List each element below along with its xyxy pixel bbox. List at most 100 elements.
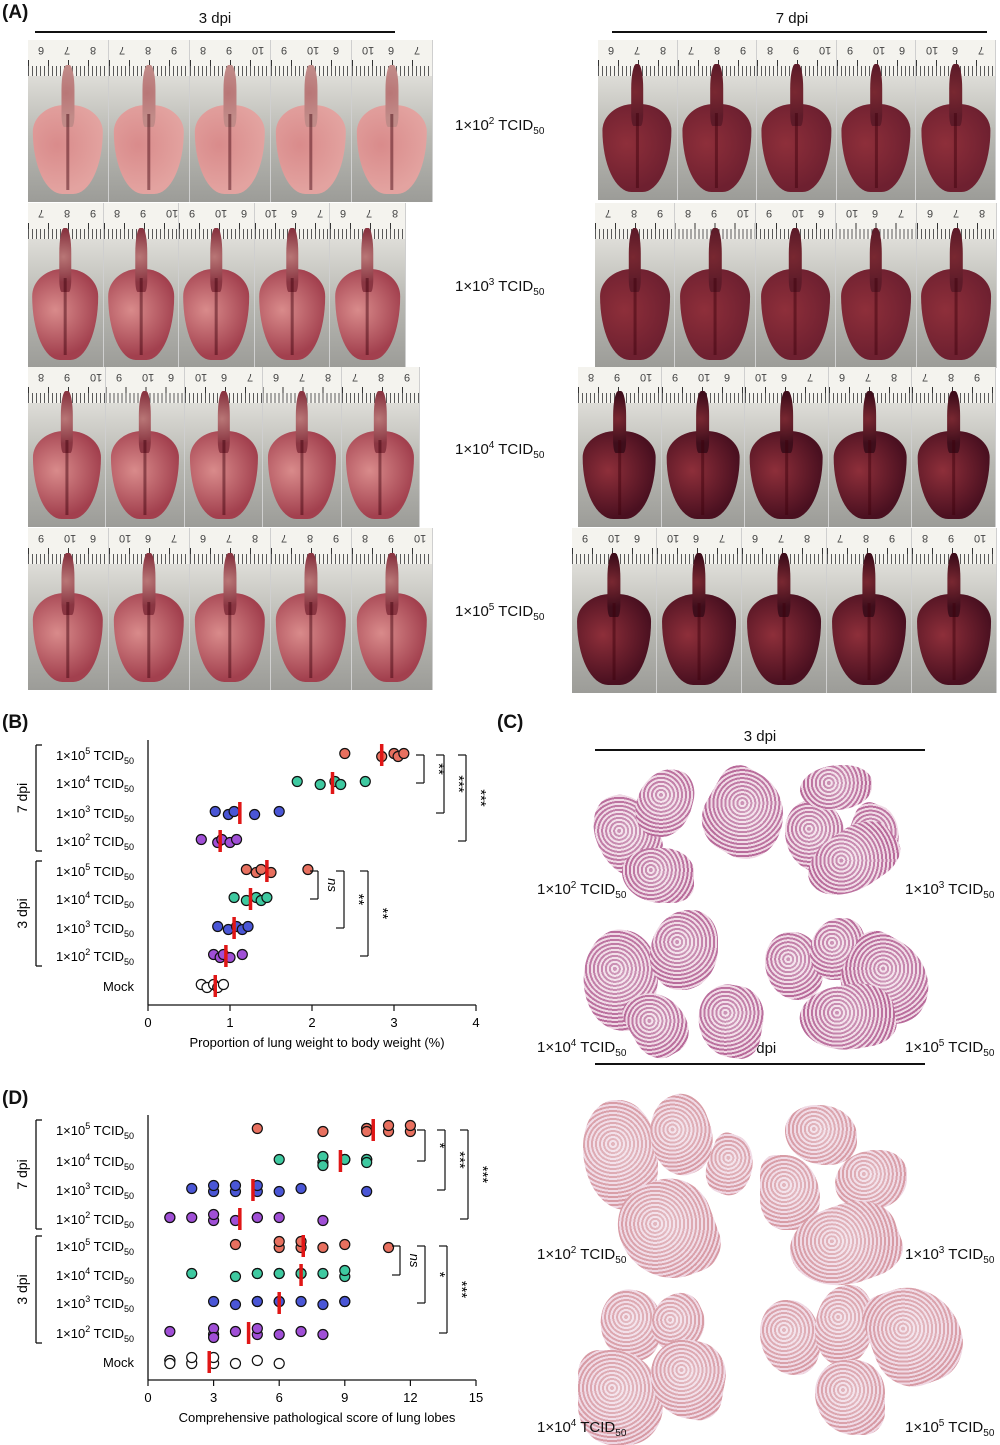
data-point xyxy=(251,1322,263,1335)
ruler-number: 7 xyxy=(922,371,929,383)
photo-row-7dpi-3: 9 10 6 10 6 7 6 7 8 7 8 9 8 9 10 xyxy=(572,528,997,693)
data-point xyxy=(339,1264,351,1277)
ruler-number: 7 xyxy=(898,207,905,219)
significance-label: ns xyxy=(407,1254,422,1268)
x-axis-label: Proportion of lung weight to body weight… xyxy=(189,1035,444,1050)
panel-c-header-line-3dpi xyxy=(595,749,925,751)
data-point xyxy=(361,1156,373,1169)
significance-label: *** xyxy=(451,1151,468,1169)
ruler-number: 8 xyxy=(660,44,667,56)
lung-specimen-photo: 7 8 9 xyxy=(827,528,912,693)
lung-specimen xyxy=(582,431,656,519)
data-point xyxy=(382,1119,395,1132)
ruler-number: 6 xyxy=(781,371,788,383)
ruler-number: 6 xyxy=(926,207,933,219)
data-point xyxy=(302,863,314,876)
lung-specimen xyxy=(680,269,751,360)
ruler-number: 7 xyxy=(281,532,288,544)
lung-specimen xyxy=(346,431,415,519)
data-point xyxy=(186,1267,198,1280)
lung-specimen xyxy=(917,594,991,685)
data-point xyxy=(261,891,273,904)
ruler: 6 7 8 xyxy=(916,203,997,239)
lung-specimen xyxy=(602,104,672,192)
lung-specimen xyxy=(666,431,740,519)
ruler: 9 10 6 xyxy=(661,367,745,403)
significance-label: *** xyxy=(474,1166,491,1184)
photo-row-3dpi-3: 9 10 6 10 6 7 6 7 8 7 8 9 8 9 10 xyxy=(28,528,433,690)
lung-specimen-photo: 9 10 6 xyxy=(661,367,746,527)
ruler-number: 8 xyxy=(922,532,929,544)
data-point xyxy=(251,1354,263,1367)
ruler: 8 9 10 xyxy=(578,367,661,403)
row-label: 1×103 TCID50 xyxy=(56,804,134,824)
ruler: 6 7 8 xyxy=(598,40,677,76)
ruler-number: 6 xyxy=(608,44,615,56)
ruler-number: 8 xyxy=(804,532,811,544)
lung-specimen-photo: 8 9 10 xyxy=(103,203,180,368)
panel-c-dose-7dpi-1e5: 1×105 TCID50 xyxy=(905,1418,995,1439)
data-point xyxy=(361,1185,373,1198)
x-tick-label: 1 xyxy=(226,1015,233,1030)
ruler-number: 7 xyxy=(316,207,323,219)
data-point xyxy=(208,1179,220,1192)
data-point xyxy=(273,1211,285,1224)
data-point xyxy=(317,1267,329,1280)
lung-specimen xyxy=(108,269,174,360)
ruler-number: 8 xyxy=(767,44,774,56)
ruler: 8 9 10 xyxy=(912,528,996,564)
panel-c-label: (C) xyxy=(497,712,524,733)
data-point xyxy=(229,1238,242,1251)
ruler-number: 6 xyxy=(752,532,759,544)
ruler-number: 7 xyxy=(171,532,178,544)
ruler-number: 7 xyxy=(837,532,844,544)
ruler-number: 8 xyxy=(307,532,314,544)
ruler-number: 9 xyxy=(711,207,718,219)
photo-row-3dpi-2: 8 9 10 9 10 6 10 6 7 6 7 8 7 8 9 xyxy=(28,367,420,527)
data-point xyxy=(314,778,326,791)
lung-specimen-photo: 10 6 7 xyxy=(745,367,829,527)
histology-3dpi-lobe-section xyxy=(800,765,872,810)
data-point xyxy=(404,1119,416,1132)
row-label: 1×103 TCID50 xyxy=(56,1181,134,1201)
ruler-number: 9 xyxy=(388,532,395,544)
lung-specimen-photo: 7 8 9 xyxy=(109,40,190,202)
row-label: Mock xyxy=(103,979,135,994)
ruler-number: 9 xyxy=(614,371,621,383)
lung-specimen xyxy=(917,431,991,519)
panel-a-header-line-7dpi xyxy=(612,31,987,33)
lung-specimen-photo: 9 10 6 xyxy=(836,40,917,200)
data-point xyxy=(164,1325,176,1338)
data-point xyxy=(186,1182,198,1195)
lung-specimen xyxy=(577,594,651,685)
ruler-number: 9 xyxy=(948,532,955,544)
lung-specimen-photo: 8 9 10 xyxy=(190,40,271,202)
data-point xyxy=(208,1295,220,1308)
data-point xyxy=(317,1298,329,1311)
group-label: 7 dpi xyxy=(14,1159,30,1189)
ruler-number: 6 xyxy=(388,44,395,56)
row-label: 1×105 TCID50 xyxy=(56,862,134,882)
data-point xyxy=(236,948,248,961)
lung-specimen xyxy=(183,269,250,360)
ruler-number: 10 xyxy=(872,44,886,56)
data-point xyxy=(255,863,267,876)
lung-specimen xyxy=(761,104,832,192)
ruler-number: 6 xyxy=(340,207,347,219)
x-tick-label: 15 xyxy=(469,1390,483,1405)
ruler-number: 9 xyxy=(90,207,97,219)
data-point xyxy=(217,978,230,991)
group-label: 7 dpi xyxy=(14,783,30,813)
data-point xyxy=(186,1211,198,1224)
ruler-number: 7 xyxy=(952,207,959,219)
lung-specimen-photo: 6 7 8 xyxy=(828,367,913,527)
lung-specimen-photo: 6 7 8 xyxy=(916,203,997,368)
lung-specimen-photo: 10 6 7 xyxy=(352,40,433,202)
data-point xyxy=(208,1331,220,1344)
ruler-number: 7 xyxy=(778,532,785,544)
lung-specimen xyxy=(356,592,428,682)
ruler-number: 7 xyxy=(64,44,71,56)
ruler-number: 6 xyxy=(200,532,207,544)
data-point xyxy=(229,1298,242,1311)
ruler-number: 10 xyxy=(608,532,621,544)
